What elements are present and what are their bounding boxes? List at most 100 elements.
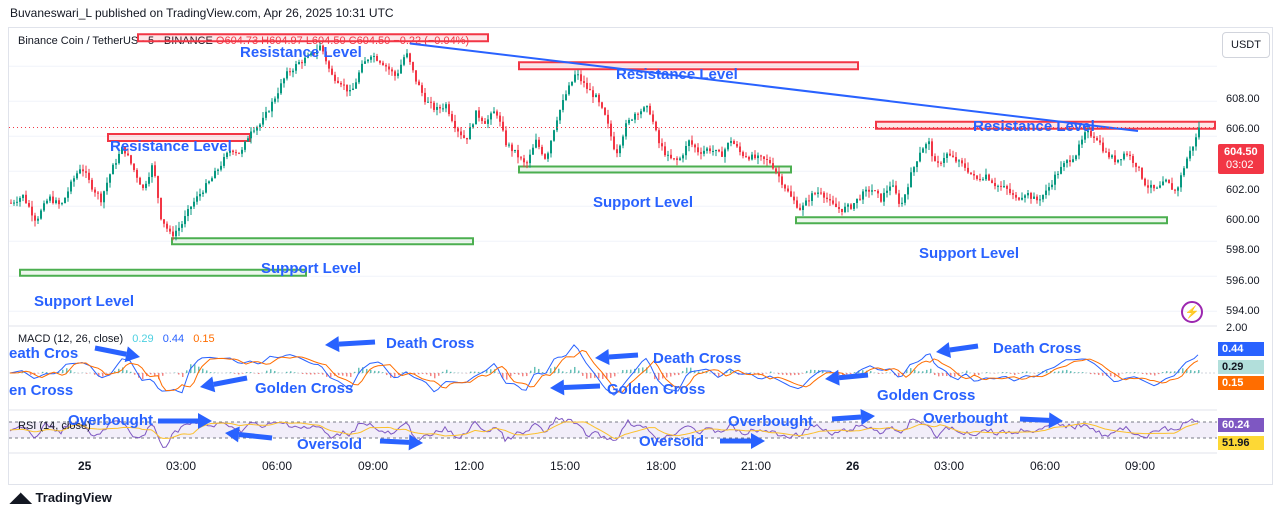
candle-body [658, 130, 660, 144]
macd-bar [862, 370, 864, 373]
candle-body [1147, 185, 1149, 188]
price-tick: 600.00 [1226, 214, 1260, 226]
macd-bar [946, 373, 948, 377]
macd-bar [886, 372, 888, 373]
tradingview-logo[interactable]: ◢◣ TradingView [10, 489, 112, 506]
candle-body [712, 151, 714, 153]
macd-bar [30, 373, 32, 375]
arrow-icon [1019, 412, 1063, 429]
time-tick: 25 [78, 459, 92, 473]
macd-bar [210, 372, 212, 373]
candle-body [151, 165, 153, 178]
candle-body [637, 113, 639, 115]
candle-body [289, 71, 291, 73]
candle-body [964, 163, 966, 168]
macd-bar [370, 370, 372, 373]
candle-body [832, 200, 834, 204]
candle-body [445, 104, 447, 109]
macd-bar [342, 373, 344, 376]
candle-body [874, 190, 876, 192]
macd-bar [578, 370, 580, 373]
candle-body [1087, 130, 1089, 133]
macd-bar [306, 373, 308, 375]
price-tick: 598.00 [1226, 244, 1260, 256]
macd-value-signal: 0.15 [193, 333, 215, 345]
chart-frame [8, 27, 1273, 485]
arrow-head [408, 434, 423, 451]
macd-bar [1102, 373, 1104, 376]
candle-body [904, 194, 906, 203]
candle-body [238, 152, 240, 154]
candle-body [1198, 127, 1200, 138]
macd-bar [266, 370, 268, 373]
macd-bar [922, 371, 924, 373]
support-box [171, 237, 474, 246]
candle-body [739, 146, 741, 153]
arrow-head [325, 336, 340, 353]
candle-body [616, 149, 618, 154]
rsi-legend[interactable]: RSI (14, close) [18, 420, 91, 432]
time-tick: 21:00 [741, 459, 772, 473]
candle-body [871, 190, 873, 192]
candle-body [217, 169, 219, 171]
price-tick: 608.00 [1226, 93, 1260, 105]
candle-body [952, 155, 954, 157]
candle-body [685, 145, 687, 156]
candle-body [1192, 146, 1194, 151]
macd-bar [470, 371, 472, 373]
candle-body [1132, 156, 1134, 163]
candle-body [331, 68, 333, 75]
lightning-icon[interactable]: ⚡ [1181, 301, 1203, 323]
candle-body [1006, 186, 1008, 189]
macd-bar [1058, 371, 1060, 373]
candle-body [925, 144, 927, 149]
macd-bar [694, 370, 696, 373]
candle-body [643, 107, 645, 112]
candle-body [490, 113, 492, 120]
candle-body [292, 70, 294, 73]
candle-body [1060, 166, 1062, 174]
arrow-icon [720, 433, 765, 449]
death-cross-label: Death Cross [653, 350, 742, 367]
macd-bar [754, 373, 756, 374]
candle-body [889, 186, 891, 191]
currency-button[interactable]: USDT [1222, 32, 1270, 58]
macd-bar [62, 369, 64, 373]
macd-bar [590, 373, 592, 379]
candle-body [58, 200, 60, 205]
candle-body [1081, 139, 1083, 145]
macd-bar [442, 371, 444, 373]
macd-bar [1070, 371, 1072, 373]
candle-body [910, 172, 912, 188]
candle-body [577, 74, 579, 76]
candle-body [1003, 186, 1005, 188]
candle-body [934, 156, 936, 162]
candle-body [484, 121, 486, 124]
candle-body [1189, 150, 1191, 159]
macd-bar [822, 370, 824, 373]
macd-bar [1022, 371, 1024, 373]
current-price-badge: 604.50 03:02 [1218, 144, 1264, 174]
macd-bar [1170, 371, 1172, 373]
publisher-line: Buvaneswari_L published on TradingView.c… [10, 6, 394, 20]
arrow-shaft [94, 345, 127, 357]
candle-body [406, 53, 408, 58]
candle-body [37, 218, 39, 221]
candle-body [220, 165, 222, 170]
candle-body [589, 88, 591, 91]
candle-body [1066, 160, 1068, 164]
arrow-icon [94, 345, 140, 363]
candle-body [805, 200, 807, 206]
rsi-ma-badge: 51.96 [1218, 436, 1264, 450]
macd-bar [486, 370, 488, 373]
candle-body [655, 121, 657, 131]
candle-body [40, 210, 42, 219]
arrow-shaft [831, 414, 862, 422]
candle-body [163, 219, 165, 224]
candle-body [1159, 185, 1161, 188]
candle-body [628, 119, 630, 124]
candle-body [391, 69, 393, 72]
candle-body [439, 106, 441, 109]
macd-legend[interactable]: MACD (12, 26, close) 0.29 0.44 0.15 [18, 333, 215, 345]
